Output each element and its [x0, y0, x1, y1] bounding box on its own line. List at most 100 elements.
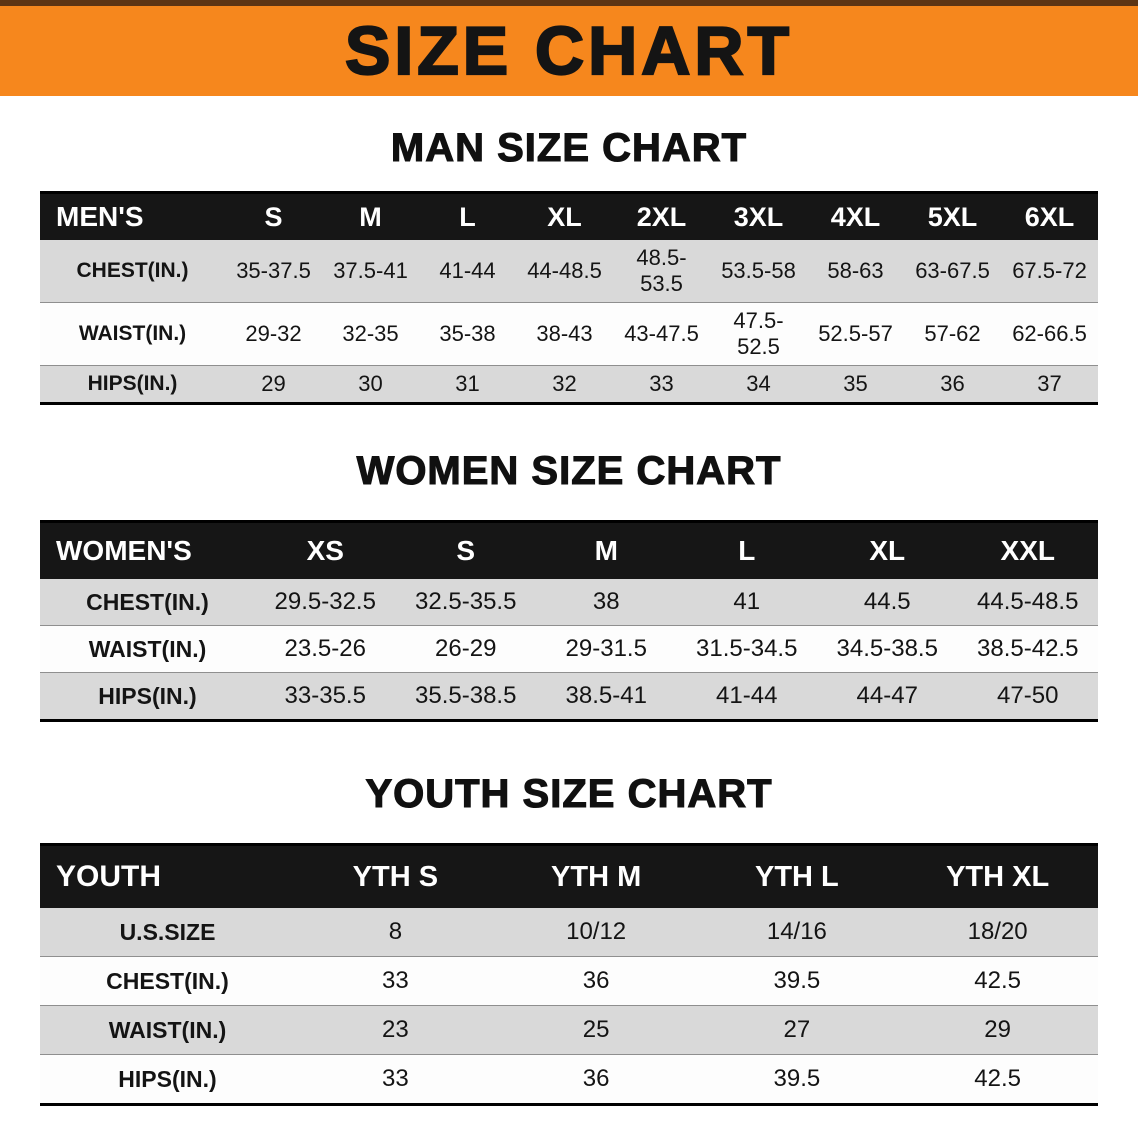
- size-cell: 8: [388, 918, 403, 945]
- size-cell: 23.5-26: [284, 635, 366, 662]
- size-cell: 44.5-48.5: [977, 588, 1079, 615]
- size-cell: 31: [455, 371, 480, 396]
- size-cell: 33: [382, 1065, 409, 1092]
- youth-header-row: YOUTH YTH S YTH M YTH L YTH XL: [40, 844, 1098, 908]
- size-cell: 58-63: [827, 258, 884, 283]
- size-cell: 48.5-53.5: [636, 245, 687, 296]
- size-cell: 38-43: [536, 321, 593, 346]
- size-cell: 35.5-38.5: [415, 682, 517, 709]
- women-section: WOMEN SIZE CHART WOMEN'S XS S M L XL XXL…: [0, 405, 1138, 722]
- table-row: WAIST(IN.) 23.5-26 26-29 29-31.5 31.5-34…: [40, 625, 1098, 673]
- page-title: SIZE CHART: [344, 12, 793, 90]
- size-cell: 26-29: [435, 635, 497, 662]
- size-column-header: S: [225, 192, 322, 240]
- size-cell: 29: [984, 1016, 1011, 1043]
- size-cell: 62-66.5: [1012, 321, 1087, 346]
- row-label: HIPS(IN.): [118, 1065, 217, 1092]
- size-cell: 37.5-41: [333, 258, 408, 283]
- men-header-row: MEN'S S M L XL 2XL 3XL 4XL 5XL 6XL: [40, 192, 1098, 240]
- size-column-header: YTH L: [696, 844, 898, 908]
- size-cell: 33: [649, 371, 674, 396]
- size-column-header: XS: [255, 521, 396, 579]
- size-column-header: L: [676, 521, 817, 579]
- size-cell: 43-47.5: [624, 321, 699, 346]
- table-row: HIPS(IN.) 33-35.5 35.5-38.5 38.5-41 41-4…: [40, 672, 1098, 721]
- women-size-table: WOMEN'S XS S M L XL XXL CHEST(IN.) 29.5-…: [40, 520, 1098, 722]
- table-row: HIPS(IN.) 29 30 31 32 33 34 35 36 37: [40, 365, 1098, 404]
- row-label: CHEST(IN.): [106, 967, 229, 994]
- youth-table-title: YOUTH: [40, 844, 295, 908]
- size-cell: 29-32: [245, 321, 302, 346]
- size-cell: 36: [940, 371, 965, 396]
- men-heading: MAN SIZE CHART: [390, 125, 748, 170]
- size-column-header: YTH XL: [897, 844, 1098, 908]
- size-column-header: M: [322, 192, 419, 240]
- size-cell: 10/12: [566, 918, 627, 945]
- size-cell: 37: [1037, 371, 1062, 396]
- row-label: HIPS(IN.): [87, 372, 178, 395]
- size-cell: 44-48.5: [527, 258, 602, 283]
- size-cell: 33-35.5: [284, 682, 366, 709]
- size-cell: 32-35: [342, 321, 399, 346]
- women-table-title: WOMEN'S: [40, 521, 255, 579]
- size-cell: 47.5-52.5: [733, 308, 784, 359]
- table-row: WAIST(IN.) 29-32 32-35 35-38 38-43 43-47…: [40, 302, 1098, 366]
- men-section: MAN SIZE CHART MEN'S S M L XL 2XL 3XL 4X…: [0, 96, 1138, 405]
- size-cell: 32: [552, 371, 577, 396]
- size-cell: 35-37.5: [236, 258, 311, 283]
- size-column-header: L: [419, 192, 516, 240]
- size-column-header: 4XL: [807, 192, 904, 240]
- size-cell: 35-38: [439, 321, 496, 346]
- size-cell: 35: [843, 371, 868, 396]
- women-header-row: WOMEN'S XS S M L XL XXL: [40, 521, 1098, 579]
- size-cell: 42.5: [974, 1065, 1021, 1092]
- size-column-header: XL: [516, 192, 613, 240]
- size-cell: 18/20: [967, 918, 1028, 945]
- size-column-header: 5XL: [904, 192, 1001, 240]
- size-cell: 47-50: [997, 682, 1059, 709]
- size-column-header: 6XL: [1001, 192, 1098, 240]
- size-cell: 39.5: [773, 1065, 821, 1092]
- banner: SIZE CHART: [0, 0, 1138, 96]
- size-cell: 29-31.5: [565, 635, 647, 662]
- size-cell: 63-67.5: [915, 258, 990, 283]
- size-cell: 31.5-34.5: [696, 635, 798, 662]
- size-cell: 53.5-58: [721, 258, 796, 283]
- table-row: HIPS(IN.) 33 36 39.5 42.5: [40, 1054, 1098, 1105]
- size-cell: 36: [582, 967, 610, 994]
- size-cell: 39.5: [773, 967, 821, 994]
- size-cell: 36: [582, 1065, 610, 1092]
- size-cell: 33: [382, 967, 409, 994]
- size-cell: 38: [592, 588, 620, 615]
- women-heading: WOMEN SIZE CHART: [356, 448, 782, 493]
- size-cell: 44.5: [863, 588, 911, 615]
- row-label: U.S.SIZE: [119, 918, 216, 945]
- size-column-header: XXL: [957, 521, 1098, 579]
- size-cell: 41-44: [439, 258, 496, 283]
- size-cell: 23: [382, 1016, 409, 1043]
- size-cell: 52.5-57: [818, 321, 893, 346]
- size-column-header: YTH M: [495, 844, 697, 908]
- row-label: HIPS(IN.): [98, 682, 197, 709]
- table-row: CHEST(IN.) 29.5-32.5 32.5-35.5 38 41 44.…: [40, 579, 1098, 626]
- youth-heading: YOUTH SIZE CHART: [365, 771, 773, 816]
- row-label: CHEST(IN.): [76, 259, 189, 282]
- size-cell: 30: [358, 371, 383, 396]
- table-row: CHEST(IN.) 35-37.5 37.5-41 41-44 44-48.5…: [40, 240, 1098, 303]
- youth-section: YOUTH SIZE CHART YOUTH YTH S YTH M YTH L…: [0, 722, 1138, 1106]
- size-cell: 34: [746, 371, 771, 396]
- table-row: U.S.SIZE 8 10/12 14/16 18/20: [40, 908, 1098, 957]
- row-label: WAIST(IN.): [88, 635, 207, 662]
- size-cell: 14/16: [766, 918, 827, 945]
- table-row: WAIST(IN.) 23 25 27 29: [40, 1005, 1098, 1055]
- size-cell: 29.5-32.5: [274, 588, 376, 615]
- size-column-header: 2XL: [613, 192, 710, 240]
- size-column-header: YTH S: [295, 844, 496, 908]
- size-cell: 41-44: [716, 682, 778, 709]
- row-label: WAIST(IN.): [78, 322, 187, 345]
- table-row: CHEST(IN.) 33 36 39.5 42.5: [40, 956, 1098, 1006]
- size-cell: 27: [783, 1016, 811, 1043]
- size-cell: 67.5-72: [1012, 258, 1087, 283]
- size-cell: 38.5-42.5: [977, 635, 1079, 662]
